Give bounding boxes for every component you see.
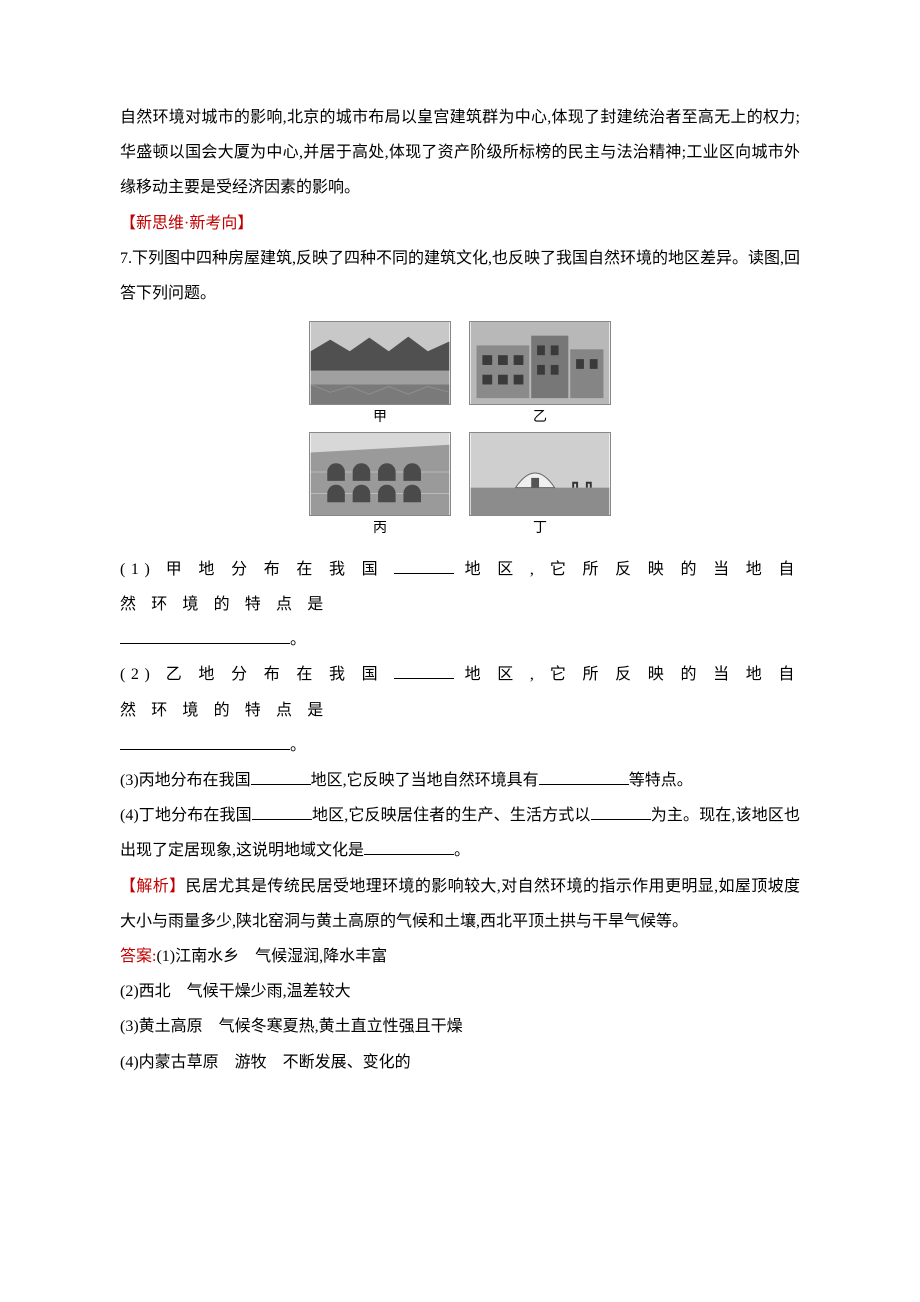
q7-stem: 7.下列图中四种房屋建筑,反映了四种不同的建筑文化,也反映了我国自然环境的地区差…: [120, 241, 800, 311]
blank: [364, 839, 454, 855]
answer-line-1: 答案:(1)江南水乡 气候湿润,降水丰富: [120, 939, 800, 974]
section-heading: 【新思维·新考向】: [120, 206, 800, 241]
figure-cap-b: 乙: [533, 407, 547, 429]
figure-img-a: [309, 321, 451, 405]
answer-line-4: (4)内蒙古草原 游牧 不断发展、变化的: [120, 1045, 800, 1080]
blank: [394, 558, 454, 574]
blank: [539, 769, 629, 785]
blank: [251, 769, 311, 785]
q7-sub2-a: (2) 乙 地 分 布 在 我 国: [120, 666, 394, 683]
figure-cell-b: 乙: [469, 321, 611, 429]
intro-paragraph: 自然环境对城市的影响,北京的城市布局以皇宫建筑群为中心,体现了封建统治者至高无上…: [120, 100, 800, 206]
q7-sub3: (3)丙地分布在我国 地区,它反映了当地自然环境具有 等特点。: [120, 763, 800, 798]
blank: [120, 628, 290, 644]
blank: [591, 804, 651, 820]
period: 。: [290, 737, 306, 754]
period: 。: [454, 842, 470, 859]
figure-cell-a: 甲: [309, 321, 451, 429]
q7-sub3-c: 等特点。: [629, 772, 693, 789]
q7-sub1: (1) 甲 地 分 布 在 我 国 地 区 , 它 所 反 映 的 当 地 自 …: [120, 552, 800, 658]
figure-row-1: 甲 乙: [309, 321, 611, 429]
figure-img-d: [469, 432, 611, 516]
q7-sub4-b: 地区,它反映居住者的生产、生活方式以: [312, 807, 591, 824]
q7-figure: 甲 乙 丙: [120, 321, 800, 542]
answer-label: 答案:: [120, 948, 156, 965]
answer-1: (1)江南水乡 气候湿润,降水丰富: [156, 948, 387, 965]
analysis-text: 民居尤其是传统民居受地理环境的影响较大,对自然环境的指示作用更明显,如屋顶坡度大…: [120, 878, 800, 930]
analysis-label: 【解析】: [120, 878, 186, 895]
answer-line-2: (2)西北 气候干燥少雨,温差较大: [120, 974, 800, 1009]
figure-cell-d: 丁: [469, 432, 611, 540]
analysis: 【解析】民居尤其是传统民居受地理环境的影响较大,对自然环境的指示作用更明显,如屋…: [120, 869, 800, 939]
figure-cap-d: 丁: [533, 518, 547, 540]
figure-img-b: [469, 321, 611, 405]
q7-sub1-a: (1) 甲 地 分 布 在 我 国: [120, 561, 394, 578]
blank: [394, 663, 454, 679]
figure-img-c: [309, 432, 451, 516]
q7-sub2: (2) 乙 地 分 布 在 我 国 地 区 , 它 所 反 映 的 当 地 自 …: [120, 657, 800, 763]
figure-row-2: 丙 丁: [309, 432, 611, 540]
period: 。: [290, 631, 306, 648]
q7-sub4: (4)丁地分布在我国地区,它反映居住者的生产、生活方式以为主。现在,该地区也出现…: [120, 798, 800, 868]
q7-sub4-a: (4)丁地分布在我国: [120, 807, 252, 824]
q7-sub3-a: (3)丙地分布在我国: [120, 772, 251, 789]
blank: [120, 734, 290, 750]
figure-cap-c: 丙: [373, 518, 387, 540]
q7-sub3-b: 地区,它反映了当地自然环境具有: [311, 772, 539, 789]
figure-cell-c: 丙: [309, 432, 451, 540]
answer-line-3: (3)黄土高原 气候冬寒夏热,黄土直立性强且干燥: [120, 1009, 800, 1044]
figure-cap-a: 甲: [373, 407, 387, 429]
blank: [252, 804, 312, 820]
